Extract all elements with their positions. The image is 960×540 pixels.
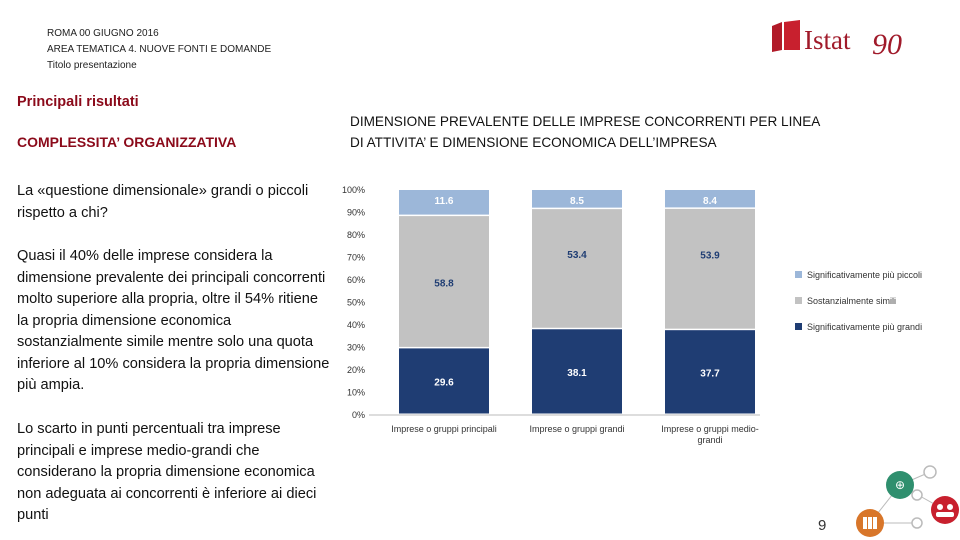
bar-data-label: 53.9 [700, 251, 720, 262]
people-bodies [936, 512, 954, 517]
legend-label: Sostanzialmente simili [807, 296, 896, 306]
decorative-network: ⊕ [856, 465, 959, 537]
header-title: Titolo presentazione [47, 60, 137, 71]
sub-title: COMPLESSITA’ ORGANIZZATIVA [17, 134, 237, 150]
book-spine [863, 517, 867, 529]
legend-swatch [795, 297, 802, 304]
gap-paragraph: Lo scarto in punti percentuali tra impre… [17, 421, 317, 523]
header-date: ROMA 00 GIUGNO 2016 [47, 28, 159, 39]
legend-swatch [795, 271, 802, 278]
bar-segment [399, 348, 489, 414]
logo-number: 90 [872, 28, 902, 61]
globe-icon [886, 471, 914, 499]
bar-data-label: 38.1 [567, 368, 587, 379]
y-tick-label: 90% [347, 208, 365, 218]
logo-text: Istat [804, 25, 851, 55]
bar-data-label: 8.5 [570, 196, 584, 207]
y-tick-label: 10% [347, 388, 365, 398]
y-tick-label: 40% [347, 320, 365, 330]
bar-data-label: 8.4 [703, 196, 717, 207]
bar-data-label: 58.8 [434, 278, 454, 289]
chart-title: DIMENSIONE PREVALENTE DELLE IMPRESE CONC… [350, 114, 820, 150]
people-icon [931, 496, 959, 524]
legend-swatch [795, 323, 802, 330]
bar-segment [665, 330, 755, 414]
y-tick-label: 20% [347, 365, 365, 375]
network-node [911, 517, 923, 529]
decorative-icons: ⊕ [845, 455, 960, 540]
y-tick-label: 0% [352, 410, 365, 420]
slide-header: ROMA 00 GIUGNO 2016 AREA TEMATICA 4. NUO… [47, 26, 271, 74]
bar-segment [532, 190, 622, 208]
x-category-label: Imprese o gruppi medio- [661, 424, 759, 434]
legend-label: Significativamente più grandi [807, 322, 922, 332]
bar-data-label: 37.7 [700, 369, 720, 380]
network-node [911, 489, 923, 501]
network-node [923, 465, 937, 479]
bar-data-label: 29.6 [434, 378, 454, 389]
globe-glyph: ⊕ [895, 478, 905, 492]
logo-flag-left [772, 22, 782, 52]
y-tick-label: 70% [347, 253, 365, 263]
bar-segment [665, 208, 755, 329]
bar-segment [532, 209, 622, 328]
bar-segment [399, 190, 489, 215]
y-tick-label: 60% [347, 275, 365, 285]
y-tick-label: 100% [342, 185, 365, 195]
left-column: Principali risultati COMPLESSITA’ ORGANI… [17, 94, 332, 150]
x-category-label: Imprese o gruppi grandi [529, 424, 624, 434]
stacked-bar-chart: 0% 10% 20% 30% 40% 50% 60% 70% 80% 90% 100% 29.6 58.… [335, 180, 955, 460]
question-paragraph: La «questione dimensionale» grandi o pic… [17, 183, 309, 221]
person-head [947, 504, 953, 510]
istat-logo-graphic: Istat 90 [772, 20, 902, 61]
book-spine [868, 517, 872, 529]
x-category-label: Imprese o gruppi principali [391, 424, 497, 434]
section-title: Principali risultati [17, 94, 139, 110]
chart-svg: 0% 10% 20% 30% 40% 50% 60% 70% 80% 90% 100% 29.6 58.… [342, 185, 922, 445]
y-tick-label: 80% [347, 230, 365, 240]
bar-data-label: 11.6 [435, 196, 454, 207]
y-tick-label: 50% [347, 298, 365, 308]
bar-segment [399, 216, 489, 347]
istat-logo: Istat 90 [770, 18, 920, 68]
findings-paragraph: Quasi il 40% delle imprese considera la … [17, 248, 330, 393]
header-area: AREA TEMATICA 4. NUOVE FONTI E DOMANDE [47, 44, 272, 55]
page-number: 9 [818, 517, 827, 534]
bar-segment [665, 190, 755, 208]
x-category-label: grandi [697, 435, 722, 445]
book-spine [873, 517, 877, 529]
legend-label: Significativamente più piccoli [807, 270, 922, 280]
logo-flag-right [784, 20, 800, 50]
person-head [937, 504, 943, 510]
bar-segment [532, 329, 622, 414]
y-tick-label: 30% [347, 343, 365, 353]
bar-data-label: 53.4 [567, 250, 587, 261]
